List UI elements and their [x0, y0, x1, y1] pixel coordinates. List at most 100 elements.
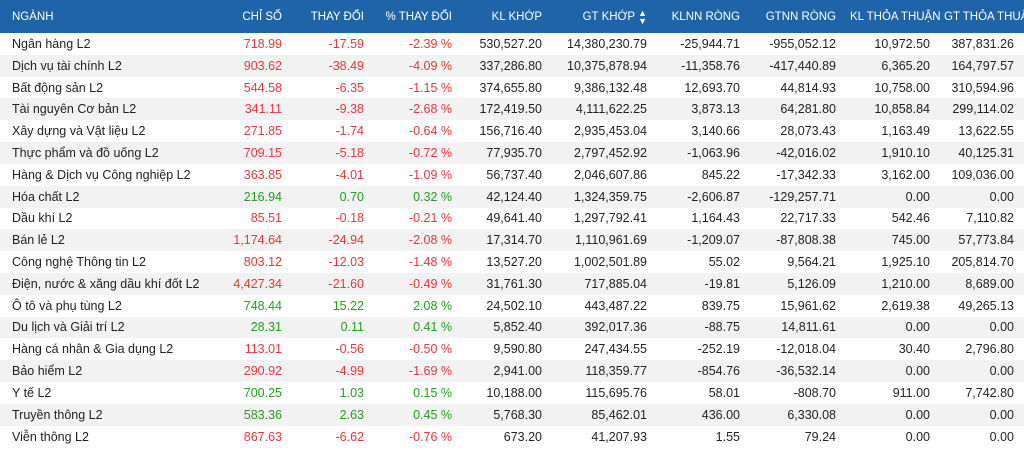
- table-row[interactable]: Bán lẻ L2 1,174.64 -24.94 -2.08 % 17,314.70 1…: [0, 229, 1024, 252]
- change-value: -4.99: [335, 364, 365, 379]
- table-row[interactable]: Y tế L2 700.25 1.03 0.15 % 10,188.00 115,695.…: [0, 382, 1024, 404]
- sector-name[interactable]: Truyền thông L2: [12, 407, 103, 422]
- col-header-chi-so[interactable]: CHỈ SỐ: [242, 10, 282, 23]
- col-header-gt-thoa-thuan[interactable]: GT THỎA THUẬN: [944, 10, 1024, 23]
- sector-name[interactable]: Tài nguyên Cơ bản L2: [12, 102, 137, 117]
- sector-name[interactable]: Hàng & Dịch vụ Công nghiệp L2: [12, 167, 191, 182]
- table-row[interactable]: Ô tô và phụ tùng L2 748.44 15.22 2.08 % 24,5…: [0, 295, 1024, 317]
- foreign-net-volume: 55.02: [708, 255, 740, 270]
- sector-name[interactable]: Hàng cá nhân & Gia dụng L2: [12, 342, 174, 357]
- sector-name[interactable]: Dầu khí L2: [12, 211, 73, 226]
- table-row[interactable]: Hàng & Dịch vụ Công nghiệp L2 363.85 -4.01…: [0, 164, 1024, 186]
- foreign-net-volume: -854.76: [697, 364, 740, 379]
- foreign-net-value: 14,811.61: [781, 320, 836, 335]
- change-value: -38.49: [328, 58, 364, 73]
- table-row[interactable]: Tài nguyên Cơ bản L2 341.11 -9.38 -2.68 % 17…: [0, 98, 1024, 121]
- foreign-net-volume: 3,873.13: [691, 102, 740, 117]
- col-header-pct-thay-doi[interactable]: % THAY ĐỔI: [385, 10, 452, 23]
- table-row[interactable]: Bất động sản L2 544.58 -6.35 -1.15 % 374,655…: [0, 77, 1024, 99]
- matched-volume: 673.20: [503, 429, 542, 444]
- col-header-kl-thoa-thuan[interactable]: KL THỎA THUẬN: [850, 10, 941, 23]
- table-row[interactable]: Hàng cá nhân & Gia dụng L2 113.01 -0.56 -0.…: [0, 338, 1024, 360]
- percent-change: 0.45 %: [413, 407, 452, 422]
- sector-name[interactable]: Y tế L2: [12, 385, 52, 400]
- change-value: -6.62: [335, 429, 365, 444]
- sector-name[interactable]: Công nghệ Thông tin L2: [12, 255, 146, 270]
- sector-name[interactable]: Ngân hàng L2: [12, 36, 91, 51]
- foreign-net-value: -12,018.04: [776, 342, 836, 357]
- col-header-nganh[interactable]: NGÀNH: [12, 10, 54, 23]
- matched-volume: 13,527.20: [486, 255, 542, 270]
- sector-name[interactable]: Ô tô và phụ tùng L2: [12, 298, 122, 313]
- sector-name[interactable]: Điện, nước & xăng dầu khí đốt L2: [12, 276, 200, 291]
- index-value: 271.85: [243, 124, 282, 139]
- col-header-klnn-rong[interactable]: KLNN RÒNG: [671, 10, 740, 23]
- sector-name[interactable]: Bất động sản L2: [12, 80, 104, 95]
- percent-change: -1.15 %: [408, 80, 452, 95]
- negotiated-value: 0.00: [989, 429, 1014, 444]
- table-row[interactable]: Thực phẩm và đồ uống L2 709.15 -5.18 -0.72 …: [0, 142, 1024, 164]
- foreign-net-value: -17,342.33: [776, 167, 836, 182]
- table-row[interactable]: Ngân hàng L2 718.99 -17.59 -2.39 % 530,527.2…: [0, 33, 1024, 55]
- sector-name[interactable]: Thực phẩm và đồ uống L2: [12, 145, 159, 160]
- index-value: 341.11: [244, 102, 282, 117]
- matched-value: 118,359.77: [585, 364, 647, 379]
- negotiated-volume: 1,210.00: [881, 276, 930, 291]
- sector-name[interactable]: Bảo hiểm L2: [12, 364, 83, 379]
- change-value: 15.22: [332, 298, 364, 313]
- change-value: -4.01: [335, 167, 365, 182]
- negotiated-volume: 911.00: [892, 385, 930, 400]
- sector-name[interactable]: Du lịch và Giải trí L2: [12, 320, 125, 335]
- negotiated-value: 2,796.80: [965, 342, 1014, 357]
- matched-volume: 56,737.40: [486, 167, 542, 182]
- sector-name[interactable]: Xây dựng và Vật liệu L2: [12, 124, 146, 139]
- negotiated-volume: 0.00: [905, 189, 930, 204]
- table-row[interactable]: Điện, nước & xăng dầu khí đốt L2 4,427.34…: [0, 272, 1024, 295]
- sector-name[interactable]: Dịch vụ tài chính L2: [12, 58, 122, 73]
- foreign-net-volume: -19.81: [704, 276, 740, 291]
- matched-value: 4,111,622.25: [575, 102, 647, 117]
- change-value: -1.74: [335, 124, 365, 139]
- index-value: 803.12: [243, 255, 282, 270]
- table-row[interactable]: Công nghệ Thông tin L2 803.12 -12.03 -1.48 …: [0, 251, 1024, 273]
- matched-value: 2,797,452.92: [574, 145, 647, 160]
- negotiated-value: 40,125.31: [958, 145, 1014, 160]
- matched-value: 10,375,878.94: [567, 58, 647, 73]
- negotiated-volume: 1,163.49: [881, 124, 930, 139]
- negotiated-volume: 10,758.00: [874, 80, 930, 95]
- index-value: 709.15: [243, 145, 282, 160]
- negotiated-value: 0.00: [989, 320, 1014, 335]
- index-value: 28.31: [250, 320, 282, 335]
- percent-change: -2.08 %: [408, 233, 452, 248]
- index-value: 544.58: [243, 80, 282, 95]
- percent-change: -0.21 %: [408, 211, 452, 226]
- sector-name[interactable]: Hóa chất L2: [12, 189, 80, 204]
- col-header-gtnn-rong[interactable]: GTNN RÒNG: [765, 10, 836, 23]
- col-header-thay-doi[interactable]: THAY ĐỔI: [310, 10, 364, 23]
- sector-name[interactable]: Bán lẻ L2: [12, 233, 65, 248]
- sector-name[interactable]: Viễn thông L2: [12, 429, 89, 444]
- col-header-gt-khop[interactable]: GT KHỚP ▲ ▼: [582, 7, 647, 26]
- index-value: 85.51: [250, 211, 282, 226]
- table-row[interactable]: Dịch vụ tài chính L2 903.62 -38.49 -4.09 % 3…: [0, 54, 1024, 77]
- matched-value: 2,046,607.86: [574, 167, 647, 182]
- percent-change: -0.76 %: [408, 429, 452, 444]
- table-row[interactable]: Truyền thông L2 583.36 2.63 0.45 % 5,768.30 8…: [0, 403, 1024, 426]
- col-header-kl-khop[interactable]: KL KHỚP: [491, 10, 542, 23]
- foreign-net-value: 28,073.43: [780, 124, 836, 139]
- table-row[interactable]: Dầu khí L2 85.51 -0.18 -0.21 % 49,641.40 1,29…: [0, 208, 1024, 230]
- sort-up-down-icon[interactable]: ▲ ▼: [638, 7, 647, 26]
- change-value: -9.38: [335, 102, 365, 117]
- table-row[interactable]: Hóa chất L2 216.94 0.70 0.32 % 42,124.40 1,32…: [0, 185, 1024, 208]
- matched-volume: 172,419.50: [479, 102, 542, 117]
- matched-volume: 49,641.40: [486, 211, 542, 226]
- foreign-net-volume: -2,606.87: [687, 189, 740, 204]
- foreign-net-value: -808.70: [793, 385, 836, 400]
- table-row[interactable]: Xây dựng và Vật liệu L2 271.85 -1.74 -0.64 …: [0, 120, 1024, 142]
- matched-value: 41,207.93: [591, 429, 647, 444]
- table-row[interactable]: Du lịch và Giải trí L2 28.31 0.11 0.41 % 5,8…: [0, 316, 1024, 339]
- foreign-net-value: -36,532.14: [776, 364, 836, 379]
- negotiated-volume: 30.40: [898, 342, 930, 357]
- table-row[interactable]: Viễn thông L2 867.63 -6.62 -0.76 % 673.20 41,…: [0, 426, 1024, 448]
- table-row[interactable]: Bảo hiểm L2 290.92 -4.99 -1.69 % 2,941.00 118…: [0, 360, 1024, 382]
